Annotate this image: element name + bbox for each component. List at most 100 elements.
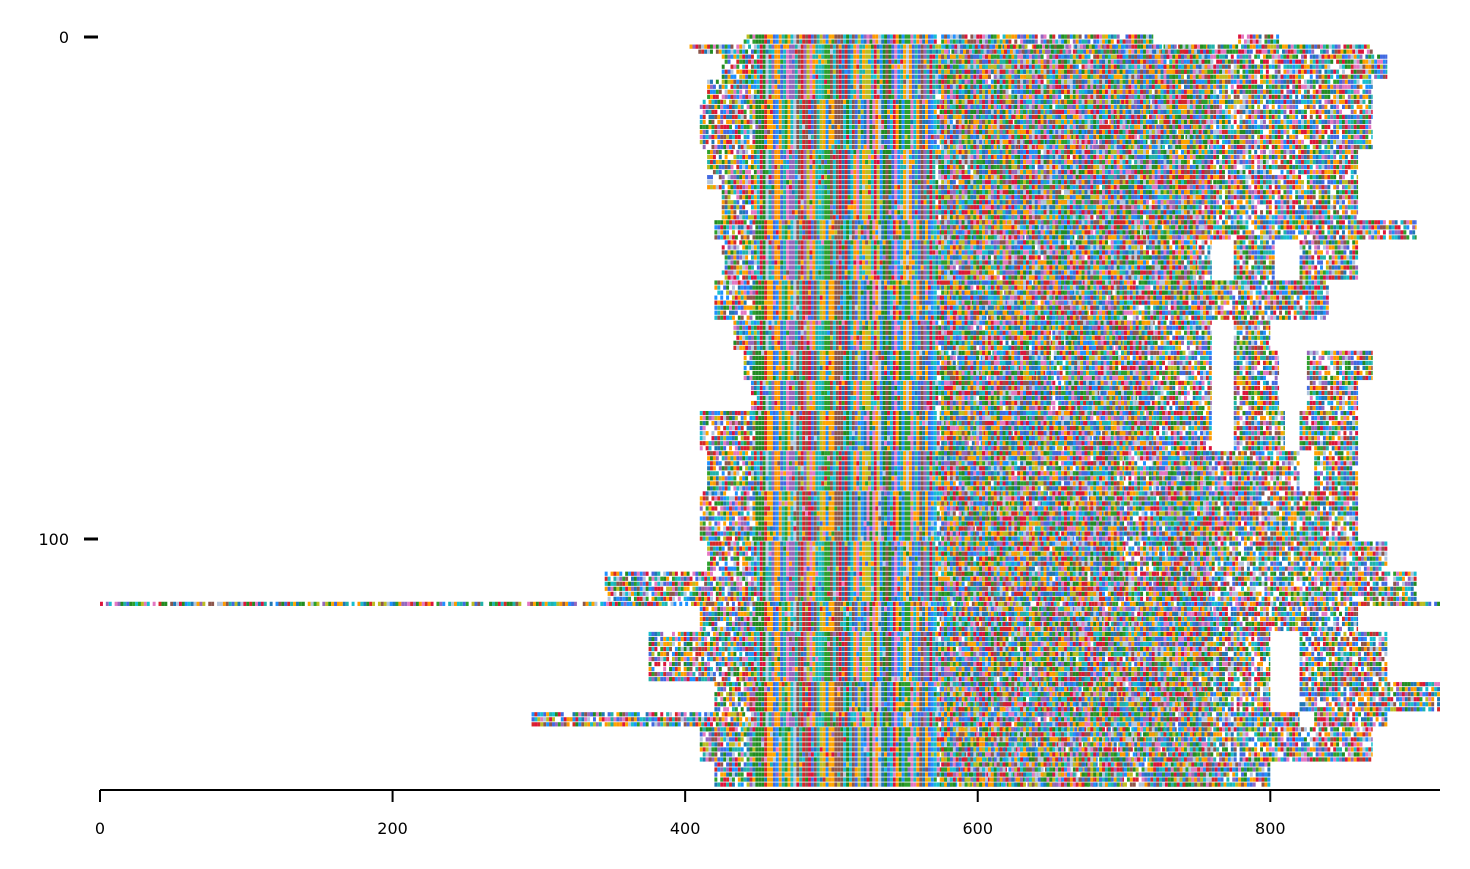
alignment-cell (1339, 90, 1342, 94)
alignment-cell (871, 80, 874, 84)
alignment-cell (812, 45, 815, 49)
alignment-cell (944, 40, 947, 44)
alignment-cell (1348, 85, 1351, 89)
alignment-cell (1298, 80, 1301, 84)
alignment-cell (1333, 90, 1336, 94)
alignment-cell (1237, 80, 1240, 84)
alignment-cell (1175, 90, 1178, 94)
alignment-cell (1210, 65, 1213, 69)
alignment-cell (1128, 85, 1131, 89)
alignment-cell (927, 75, 930, 79)
alignment-cell (1213, 70, 1216, 74)
alignment-cell (1245, 75, 1248, 79)
alignment-cell (1269, 80, 1272, 84)
alignment-cell (1193, 80, 1196, 84)
alignment-cell (902, 120, 905, 124)
alignment-cell (1137, 105, 1140, 109)
alignment-cell (915, 50, 918, 54)
alignment-cell (1032, 80, 1035, 84)
alignment-cell (833, 65, 836, 69)
alignment-cell (823, 34, 826, 38)
alignment-cell (1073, 34, 1076, 38)
alignment-cell (1295, 95, 1298, 99)
alignment-cell (883, 55, 886, 59)
alignment-cell (928, 115, 931, 119)
alignment-cell (821, 65, 824, 69)
alignment-cell (755, 115, 758, 119)
alignment-cell (1137, 55, 1140, 59)
alignment-cell (848, 95, 851, 99)
alignment-cell (802, 115, 805, 119)
alignment-cell (789, 60, 792, 64)
alignment-cell (1117, 65, 1120, 69)
alignment-cell (1207, 55, 1210, 59)
alignment-cell (872, 120, 875, 124)
alignment-cell (1143, 80, 1146, 84)
alignment-cell (1210, 105, 1213, 109)
alignment-cell (1067, 90, 1070, 94)
alignment-cell (1216, 75, 1219, 79)
alignment-cell (1324, 85, 1327, 89)
alignment-cell (1275, 70, 1278, 74)
alignment-cell (1017, 85, 1020, 89)
alignment-cell (1155, 60, 1158, 64)
alignment-cell (1067, 55, 1070, 59)
alignment-cell (874, 95, 877, 99)
alignment-cell (745, 65, 748, 69)
alignment-cell (815, 80, 818, 84)
alignment-cell (1152, 34, 1153, 38)
alignment-cell (1234, 115, 1237, 119)
alignment-cell (897, 45, 900, 49)
alignment-cell (1219, 55, 1222, 59)
alignment-cell (782, 110, 785, 114)
alignment-cell (774, 85, 777, 89)
alignment-cell (1225, 115, 1228, 119)
alignment-cell (1348, 95, 1351, 99)
alignment-cell (742, 80, 745, 84)
alignment-cell (950, 60, 953, 64)
alignment-cell (1275, 100, 1278, 104)
alignment-cell (751, 80, 754, 84)
alignment-cell (1105, 100, 1108, 104)
alignment-cell (1102, 75, 1105, 79)
alignment-cell (1089, 45, 1092, 49)
alignment-cell (902, 105, 905, 109)
alignment-cell (833, 50, 836, 54)
alignment-cell (1245, 90, 1248, 94)
alignment-cell (848, 45, 851, 49)
alignment-cell (997, 95, 1000, 99)
alignment-cell (849, 110, 852, 114)
alignment-cell (830, 65, 833, 69)
alignment-cell (927, 50, 930, 54)
alignment-cell (1114, 70, 1117, 74)
alignment-cell (1087, 70, 1090, 74)
alignment-cell (1095, 50, 1098, 54)
alignment-cell (767, 120, 770, 124)
alignment-cell (886, 45, 889, 49)
alignment-cell (729, 120, 732, 124)
alignment-cell (1351, 60, 1354, 64)
alignment-cell (774, 80, 777, 84)
alignment-cell (1206, 50, 1209, 54)
alignment-cell (862, 65, 865, 69)
alignment-cell (1283, 75, 1286, 79)
alignment-cell (1333, 85, 1336, 89)
alignment-cell (932, 75, 935, 79)
alignment-cell (1204, 60, 1207, 64)
alignment-cell (1313, 90, 1316, 94)
alignment-cell (928, 34, 931, 38)
alignment-cell (1295, 65, 1298, 69)
alignment-cell (1221, 50, 1224, 54)
alignment-cell (1281, 55, 1284, 59)
alignment-cell (1333, 100, 1336, 104)
alignment-row (707, 90, 1371, 94)
alignment-cell (1029, 55, 1032, 59)
alignment-cell (1131, 45, 1134, 49)
alignment-cell (1324, 100, 1327, 104)
alignment-cell (941, 75, 944, 79)
alignment-cell (1345, 85, 1348, 89)
alignment-cell (959, 80, 962, 84)
alignment-cell (779, 110, 782, 114)
alignment-cell (953, 110, 956, 114)
alignment-cell (871, 85, 874, 89)
